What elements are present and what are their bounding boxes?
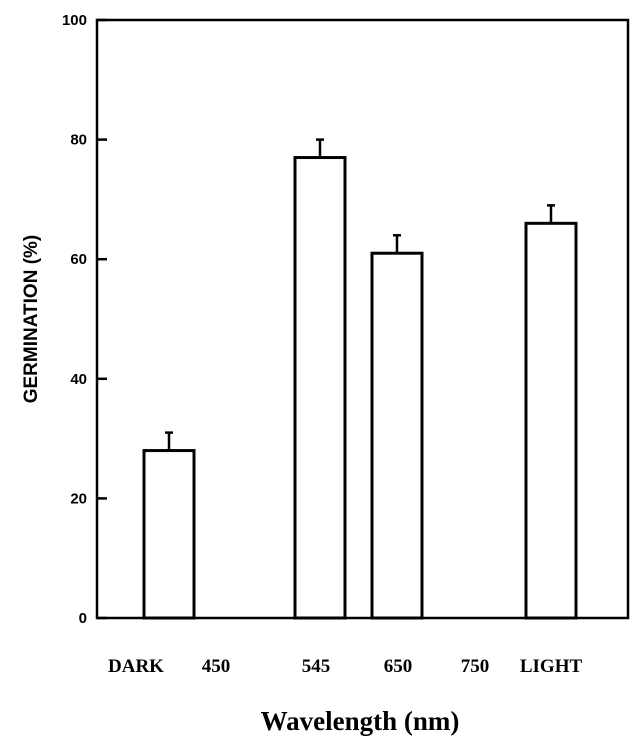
x-tick-label: DARK	[108, 656, 164, 677]
y-tick-label: 40	[70, 371, 87, 388]
bar-light	[524, 221, 578, 620]
x-tick-label: 545	[302, 656, 331, 677]
y-tick-label: 60	[70, 251, 87, 268]
x-tick-label: LIGHT	[520, 656, 583, 677]
bars	[142, 138, 578, 620]
y-tick-label: 20	[70, 490, 87, 507]
bar-dark	[142, 449, 196, 620]
bar-545	[293, 156, 347, 620]
x-axis: DARK 450 545 650 750 LIGHT	[108, 656, 582, 677]
y-axis: 0 20 40 60 80 100	[62, 12, 107, 627]
x-axis-label: Wavelength (nm)	[261, 706, 460, 736]
y-tick-label: 80	[70, 132, 87, 149]
x-tick-label: 750	[461, 656, 490, 677]
y-tick-label: 100	[62, 12, 87, 29]
x-tick-label: 450	[202, 656, 231, 677]
y-tick-label: 0	[79, 610, 87, 627]
y-axis-label: GERMINATION (%)	[21, 235, 42, 404]
plot-frame	[95, 18, 630, 620]
x-tick-label: 650	[384, 656, 413, 677]
bar-650	[370, 251, 424, 620]
